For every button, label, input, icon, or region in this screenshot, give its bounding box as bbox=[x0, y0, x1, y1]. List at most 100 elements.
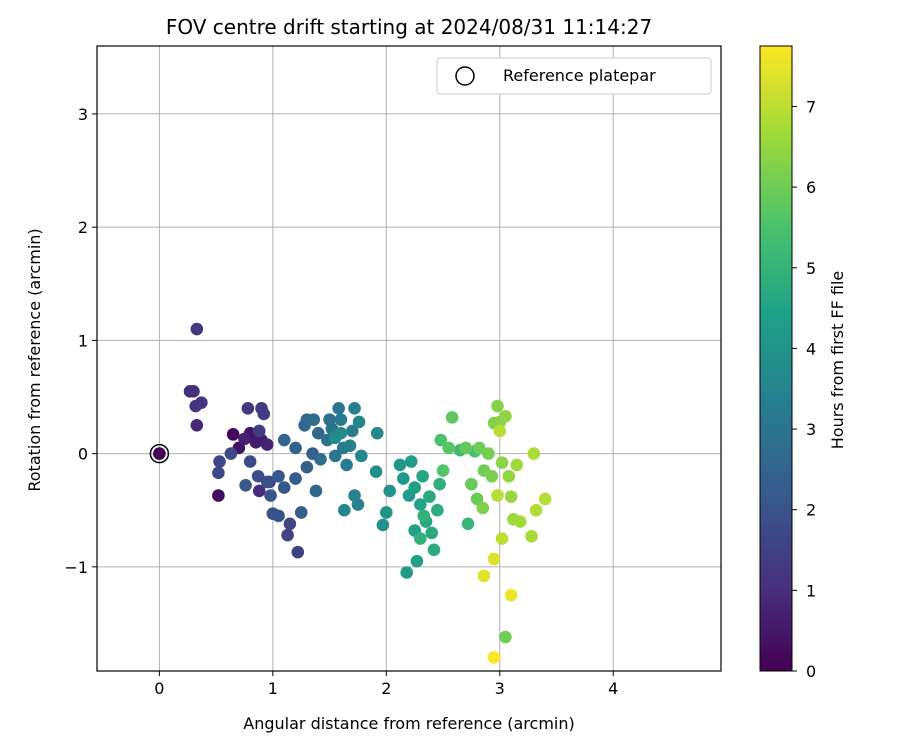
scatter-point bbox=[416, 469, 429, 483]
colorbar-tick-label: 2 bbox=[806, 501, 816, 520]
colorbar-tick-label: 3 bbox=[806, 420, 816, 439]
x-tick-label: 3 bbox=[495, 679, 505, 698]
scatter-point bbox=[495, 532, 509, 545]
scatter-point bbox=[502, 469, 516, 483]
colorbar-tick-label: 6 bbox=[806, 178, 816, 197]
plot-frame bbox=[96, 45, 722, 672]
scatter-point bbox=[461, 517, 475, 531]
scatter-point bbox=[348, 402, 361, 415]
scatter-point bbox=[252, 424, 266, 438]
scatter-point bbox=[425, 526, 438, 540]
scatter-point bbox=[445, 411, 459, 424]
chart-title: FOV centre drift starting at 2024/08/31 … bbox=[166, 15, 652, 39]
scatter-point bbox=[493, 424, 507, 438]
scatter-point bbox=[241, 402, 255, 415]
scatter-point bbox=[495, 456, 509, 469]
colorbar-tick-label: 4 bbox=[806, 339, 816, 358]
scatter-point bbox=[465, 477, 478, 491]
scatter-point bbox=[338, 503, 351, 517]
scatter-point bbox=[499, 630, 512, 644]
y-tick-label: 2 bbox=[78, 218, 88, 237]
x-tick-label: 0 bbox=[154, 679, 164, 698]
scatter-point bbox=[283, 517, 297, 531]
scatter-point bbox=[289, 472, 302, 485]
scatter-point bbox=[436, 464, 450, 477]
scatter-point bbox=[408, 481, 421, 494]
x-axis-ticks: 0 1 2 3 4 bbox=[154, 671, 618, 698]
x-tick-label: 4 bbox=[608, 679, 618, 698]
scatter-point bbox=[281, 528, 294, 542]
scatter-point bbox=[260, 438, 274, 451]
scatter-point bbox=[260, 475, 274, 489]
scatter-point bbox=[340, 458, 353, 472]
x-tick-label: 1 bbox=[268, 679, 278, 698]
scatter-point bbox=[311, 426, 325, 440]
scatter-point bbox=[470, 492, 484, 506]
scatter-point bbox=[355, 449, 368, 463]
scatter-point bbox=[404, 455, 418, 468]
colorbar-tick-label: 5 bbox=[806, 259, 816, 278]
scatter-point bbox=[213, 455, 226, 468]
scatter-point bbox=[212, 489, 225, 502]
scatter-point bbox=[417, 509, 431, 523]
colorbar-tick-label: 1 bbox=[806, 581, 816, 600]
scatter-point bbox=[491, 399, 504, 413]
scatter-point bbox=[257, 407, 271, 421]
x-axis-label: Angular distance from reference (arcmin) bbox=[243, 714, 574, 733]
scatter-point bbox=[224, 447, 238, 460]
y-tick-label: −1 bbox=[64, 558, 88, 577]
scatter-point bbox=[277, 481, 291, 494]
scatter-point bbox=[380, 506, 393, 519]
scatter-point bbox=[487, 651, 501, 664]
scatter-point bbox=[427, 543, 441, 557]
scatter-point bbox=[153, 447, 166, 460]
scatter-point bbox=[414, 498, 427, 511]
scatter-point bbox=[442, 441, 456, 455]
scatter-point bbox=[343, 439, 357, 452]
scatter-point bbox=[491, 489, 504, 502]
scatter-point bbox=[400, 566, 414, 579]
scatter-point bbox=[239, 479, 252, 492]
scatter-point bbox=[529, 503, 543, 517]
x-tick-label: 2 bbox=[381, 679, 391, 698]
scatter-point bbox=[369, 465, 383, 479]
scatter-point bbox=[482, 447, 495, 460]
legend: Reference platepar bbox=[436, 57, 712, 95]
reference-platepar-marker bbox=[149, 443, 170, 464]
colorbar-tick-label: 7 bbox=[806, 97, 816, 116]
scatter-point bbox=[410, 554, 424, 568]
y-axis-ticks: −1 0 1 2 3 bbox=[64, 105, 97, 577]
scatter-point bbox=[190, 322, 204, 336]
scatter-point bbox=[433, 477, 446, 491]
legend-entry-reference: Reference platepar bbox=[503, 66, 656, 85]
scatter-point bbox=[264, 489, 277, 502]
scatter-point bbox=[510, 458, 524, 472]
scatter-point bbox=[476, 501, 490, 515]
scatter-point bbox=[252, 484, 266, 498]
scatter-point bbox=[477, 569, 491, 583]
scatter-point bbox=[397, 472, 410, 485]
scatter-point bbox=[334, 413, 348, 426]
scatter-point bbox=[345, 424, 359, 438]
scatter-point bbox=[226, 428, 240, 441]
scatter-point bbox=[332, 402, 345, 415]
scatter-point bbox=[251, 469, 265, 483]
colorbar-label: Hours from first FF file bbox=[828, 271, 847, 450]
scatter-point bbox=[307, 413, 320, 426]
legend-box bbox=[436, 57, 712, 95]
y-axis-label: Rotation from reference (arcmin) bbox=[25, 228, 44, 491]
scatter-point bbox=[300, 460, 314, 474]
scatter-point bbox=[376, 518, 390, 532]
scatter-point bbox=[294, 506, 308, 519]
scatter-point bbox=[272, 509, 285, 523]
scatter-point bbox=[328, 449, 342, 463]
scatter-point bbox=[504, 588, 518, 602]
y-tick-label: 1 bbox=[78, 331, 88, 350]
scatter-point bbox=[459, 441, 473, 455]
scatter-point bbox=[291, 545, 305, 559]
scatter-point bbox=[473, 441, 486, 455]
scatter-point bbox=[504, 490, 518, 503]
scatter-point bbox=[249, 435, 263, 449]
scatter-point bbox=[538, 492, 552, 506]
scatter-point bbox=[195, 396, 208, 409]
